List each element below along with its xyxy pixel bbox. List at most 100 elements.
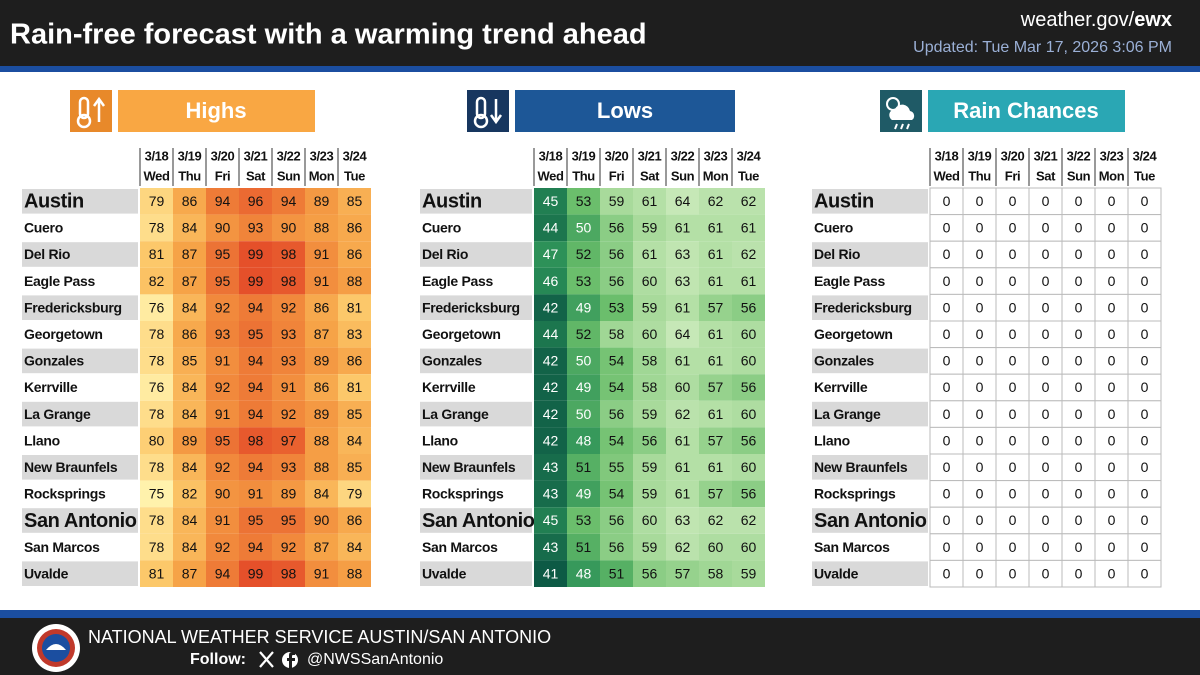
value-cell (732, 241, 765, 268)
value-cell (140, 267, 173, 295)
city-name: Fredericksburg (24, 299, 122, 315)
value-text: 86 (182, 193, 198, 209)
value-text: 0 (976, 299, 984, 315)
value-text: 0 (943, 459, 951, 475)
value-cell (699, 321, 732, 348)
value-text: 0 (1075, 565, 1083, 581)
value-cell (962, 293, 997, 322)
city-name: Georgetown (422, 326, 501, 342)
city-cell (420, 401, 532, 427)
day-label: Wed (537, 168, 563, 183)
value-cell (305, 267, 338, 295)
value-text: 56 (741, 486, 757, 502)
value-text: 98 (281, 273, 297, 289)
city-cell (420, 348, 532, 374)
value-cell (173, 454, 206, 481)
value-cell (666, 374, 699, 401)
value-text: 0 (1108, 246, 1116, 262)
site-office: ewx (1134, 9, 1172, 31)
value-text: 0 (1042, 246, 1050, 262)
value-text: 60 (741, 406, 757, 422)
value-cell (929, 559, 964, 588)
value-cell (305, 480, 338, 508)
value-text: 63 (675, 246, 691, 262)
day-label: Thu (968, 168, 991, 183)
value-text: 0 (943, 565, 951, 581)
value-cell (239, 560, 272, 587)
city-name: Del Rio (814, 246, 860, 262)
value-cell (272, 241, 305, 268)
value-text: 62 (741, 193, 757, 209)
value-text: 62 (741, 512, 757, 528)
city-cell (812, 481, 928, 507)
value-text: 92 (215, 459, 231, 475)
value-text: 0 (1042, 299, 1050, 315)
value-text: 0 (943, 379, 951, 395)
value-text: 0 (1141, 565, 1149, 581)
value-text: 92 (215, 299, 231, 315)
value-cell (305, 321, 338, 348)
value-cell (1094, 559, 1129, 588)
value-cell (173, 533, 206, 561)
value-text: 62 (675, 539, 691, 555)
highs-label-box (118, 90, 315, 132)
value-cell (173, 480, 206, 508)
value-text: 87 (314, 326, 330, 342)
value-text: 0 (1042, 273, 1050, 289)
city-cell (22, 295, 138, 320)
value-cell (633, 188, 666, 215)
value-cell (338, 427, 371, 454)
value-text: 0 (943, 512, 951, 528)
value-text: 41 (543, 565, 559, 581)
city-cell (420, 322, 532, 347)
value-cell (305, 214, 338, 242)
value-text: 51 (576, 459, 592, 475)
value-text: 88 (347, 273, 363, 289)
value-cell (272, 214, 305, 242)
value-text: 89 (314, 353, 330, 369)
value-cell (929, 400, 964, 428)
value-text: 84 (182, 379, 198, 395)
city-cell (22, 322, 138, 347)
value-text: 59 (642, 406, 658, 422)
value-text: 78 (149, 353, 165, 369)
value-text: 58 (609, 326, 625, 342)
value-text: 99 (248, 565, 264, 581)
value-text: 86 (347, 353, 363, 369)
value-text: 0 (976, 459, 984, 475)
value-text: 86 (347, 512, 363, 528)
value-text: 0 (1141, 326, 1149, 342)
value-text: 84 (347, 432, 363, 448)
office-name: NATIONAL WEATHER SERVICE AUSTIN/SAN ANTO… (88, 627, 551, 647)
value-cell (732, 454, 765, 481)
value-cell (567, 454, 600, 481)
day-label: Sat (246, 168, 266, 183)
value-cell (633, 321, 666, 348)
value-text: 0 (1108, 299, 1116, 315)
city-cell (420, 481, 532, 507)
value-cell (338, 480, 371, 508)
value-text: 84 (314, 486, 330, 502)
value-cell (929, 533, 964, 561)
value-text: 0 (1141, 246, 1149, 262)
value-text: 78 (149, 512, 165, 528)
value-text: 87 (314, 539, 330, 555)
value-text: 56 (609, 246, 625, 262)
value-text: 43 (543, 486, 559, 502)
city-cell (22, 534, 138, 560)
value-text: 61 (642, 246, 658, 262)
value-text: 0 (1042, 220, 1050, 236)
value-text: 42 (543, 406, 559, 422)
value-cell (929, 480, 964, 508)
value-text: 59 (642, 459, 658, 475)
date-label: 3/24 (343, 148, 368, 163)
value-text: 94 (215, 193, 231, 209)
date-label: 3/20 (211, 148, 235, 163)
city-name: La Grange (422, 406, 489, 422)
x-icon (259, 651, 274, 668)
value-text: 0 (1042, 565, 1050, 581)
value-cell (666, 294, 699, 321)
value-text: 48 (576, 565, 592, 581)
city-name: Georgetown (24, 326, 103, 342)
updated: Updated: Tue Mar 17, 2026 3:06 PM (913, 39, 1172, 56)
